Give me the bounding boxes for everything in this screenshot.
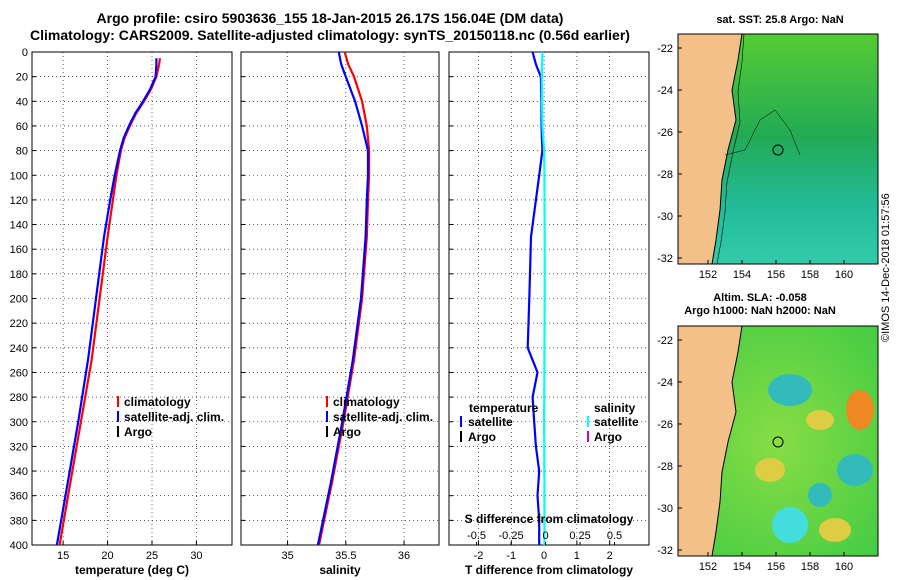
legend-label: Argo [468, 430, 496, 444]
legend-title-salinity: salinity [594, 401, 636, 415]
depth-tick-label: 360 [10, 491, 28, 503]
map-x-tick-label: 160 [835, 269, 853, 281]
map-y-tick-label: -30 [657, 211, 673, 223]
depth-tick-label: 300 [10, 417, 28, 429]
s-axis-label: S difference from climatology [465, 512, 634, 526]
legend-label: satellite-adj. clim. [124, 410, 224, 424]
map-y-tick-label: -26 [657, 127, 673, 139]
map-x-tick-label: 152 [699, 561, 717, 573]
legend-title-temperature: temperature [469, 401, 539, 415]
map-x-tick-label: 158 [801, 269, 819, 281]
depth-tick-label: 320 [10, 441, 28, 453]
x-tick-label: 35 [281, 550, 293, 562]
legend-label: climatology [124, 395, 191, 409]
depth-tick-label: 160 [10, 244, 28, 256]
depth-tick-label: 220 [10, 318, 28, 330]
depth-tick-label: 60 [16, 121, 28, 133]
s-tick-label: -0.25 [499, 530, 524, 542]
legend-label: satellite [594, 415, 639, 429]
depth-tick-label: 340 [10, 466, 28, 478]
map-y-tick-label: -26 [657, 419, 673, 431]
depth-tick-label: 140 [10, 220, 28, 232]
depth-tick-label: 180 [10, 269, 28, 281]
sla-map-title-1: Altim. SLA: -0.058 [713, 292, 807, 304]
legend-label: Argo [333, 425, 361, 439]
depth-tick-label: 380 [10, 515, 28, 527]
x-tick-label: 36 [398, 550, 410, 562]
map-x-tick-label: 156 [767, 269, 785, 281]
title-line-2: Climatology: CARS2009. Satellite-adjuste… [30, 27, 630, 43]
depth-tick-label: 200 [10, 294, 28, 306]
s-tick-label: -0.5 [467, 530, 486, 542]
map-y-tick-label: -22 [657, 43, 673, 55]
map-x-tick-label: 156 [767, 561, 785, 573]
depth-tick-label: 120 [10, 195, 28, 207]
s-tick-label: 0 [542, 530, 548, 542]
x-tick-label: -1 [506, 550, 516, 562]
sst-map-title: sat. SST: 25.8 Argo: NaN [716, 14, 844, 26]
x-tick-label: 20 [101, 550, 113, 562]
depth-tick-label: 40 [16, 96, 28, 108]
x-axis-label: temperature (deg C) [75, 563, 189, 577]
depth-tick-label: 240 [10, 343, 28, 355]
sst-map [677, 33, 879, 265]
depth-tick-label: 0 [22, 47, 28, 59]
map-y-tick-label: -24 [657, 85, 673, 97]
x-tick-label: -2 [474, 550, 484, 562]
x-tick-label: 15 [57, 550, 69, 562]
depth-tick-label: 20 [16, 72, 28, 84]
map-x-tick-label: 154 [733, 269, 751, 281]
legend-label: Argo [594, 430, 622, 444]
map-y-tick-label: -32 [657, 253, 673, 265]
depth-tick-label: 80 [16, 146, 28, 158]
depth-tick-label: 400 [10, 540, 28, 552]
map-x-tick-label: 160 [835, 561, 853, 573]
sla-map [677, 325, 879, 557]
map-y-tick-label: -28 [657, 169, 673, 181]
map-y-tick-label: -32 [657, 545, 673, 557]
depth-tick-label: 100 [10, 170, 28, 182]
legend-label: Argo [124, 425, 152, 439]
sla-map-title-2: Argo h1000: NaN h2000: NaN [684, 305, 836, 317]
map-x-tick-label: 152 [699, 269, 717, 281]
title-line-1: Argo profile: csiro 5903636_155 18-Jan-2… [96, 10, 564, 26]
x-tick-label: 1 [574, 550, 580, 562]
map-x-tick-label: 154 [733, 561, 751, 573]
depth-tick-label: 260 [10, 367, 28, 379]
map-x-tick-label: 158 [801, 561, 819, 573]
map-y-tick-label: -24 [657, 377, 673, 389]
series-line-climatology [317, 51, 371, 546]
x-axis-label: T difference from climatology [465, 563, 633, 577]
x-tick-label: 30 [190, 550, 202, 562]
depth-tick-label: 280 [10, 392, 28, 404]
s-tick-label: 0.5 [607, 530, 622, 542]
s-tick-label: 0.25 [569, 530, 590, 542]
legend-label: satellite-adj. clim. [333, 410, 433, 424]
map-y-tick-label: -22 [657, 335, 673, 347]
x-tick-label: 25 [146, 550, 158, 562]
x-tick-label: 35.5 [335, 550, 356, 562]
x-tick-label: 2 [607, 550, 613, 562]
series-line-satellite-adj-clim- [316, 51, 370, 546]
x-tick-label: 0 [541, 550, 547, 562]
series-line-salinity-satellite [540, 51, 546, 545]
legend-label: satellite [468, 415, 513, 429]
map-y-tick-label: -30 [657, 503, 673, 515]
series-line-satellite-adj-clim- [55, 58, 158, 546]
legend-label: climatology [333, 395, 400, 409]
x-axis-label: salinity [319, 563, 361, 577]
map-y-tick-label: -28 [657, 461, 673, 473]
